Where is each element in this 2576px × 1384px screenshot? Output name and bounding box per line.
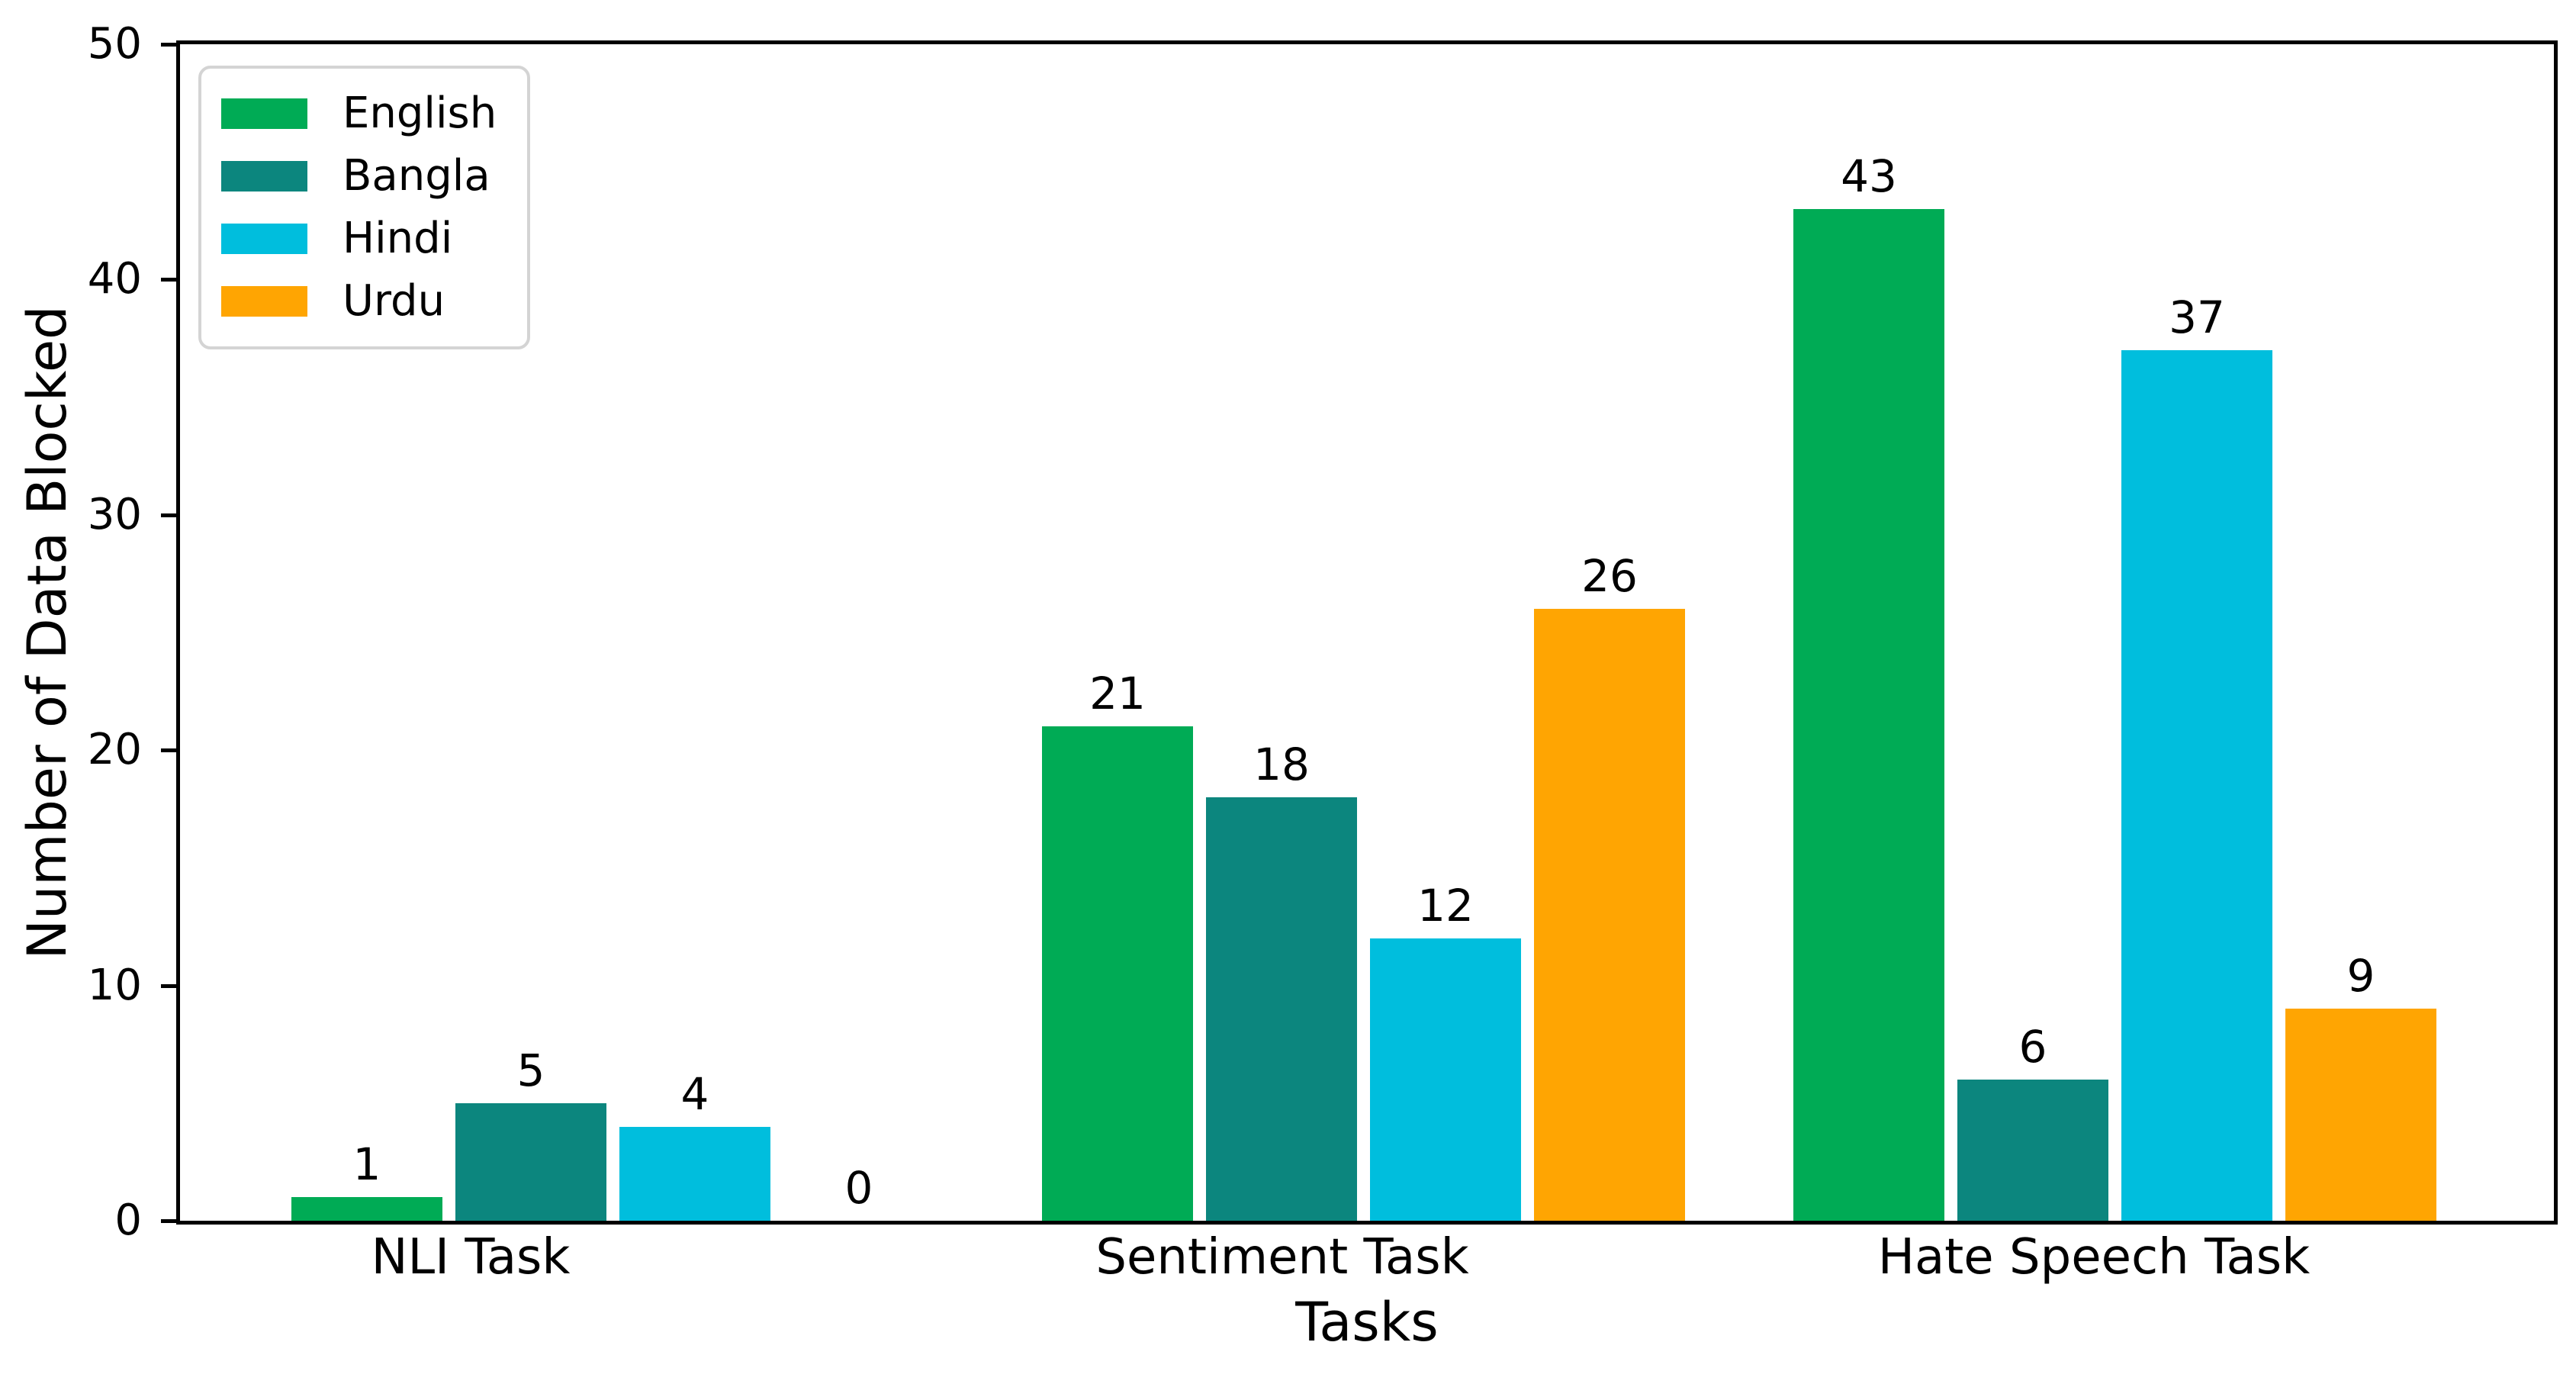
bar-hindi-1 — [619, 1127, 770, 1221]
y-tick-mark — [161, 1219, 176, 1223]
bar-value-label: 9 — [2346, 950, 2375, 1002]
bar-english-2 — [1042, 726, 1193, 1221]
bar-value-label: 43 — [1841, 150, 1897, 202]
x-tick-label: Hate Speech Task — [1877, 1229, 2311, 1286]
y-tick-label: 10 — [87, 961, 142, 1010]
legend-swatch-icon — [221, 224, 307, 254]
y-tick-label: 50 — [87, 19, 142, 69]
y-axis-title: Number of Data Blocked — [16, 305, 79, 960]
legend-label: Bangla — [343, 151, 490, 201]
bar-value-label: 37 — [2169, 291, 2225, 343]
legend-label: English — [343, 89, 497, 138]
legend-row-bangla: Bangla — [221, 145, 497, 208]
bar-urdu-3 — [2285, 1009, 2436, 1221]
bar-bangla-1 — [455, 1103, 606, 1221]
legend-swatch-icon — [221, 98, 307, 129]
bar-value-label: 1 — [352, 1138, 381, 1190]
bar-value-label: 5 — [516, 1044, 545, 1096]
legend-row-english: English — [221, 82, 497, 145]
y-tick-mark — [161, 984, 176, 988]
legend-row-urdu: Urdu — [221, 270, 497, 333]
bar-value-label: 26 — [1581, 550, 1638, 602]
bar-value-label: 21 — [1089, 668, 1146, 719]
bar-value-label: 18 — [1253, 739, 1310, 790]
x-tick-label: Sentiment Task — [1095, 1229, 1469, 1286]
bar-value-label: 12 — [1417, 880, 1474, 932]
y-tick-mark — [161, 43, 176, 47]
bar-english-3 — [1793, 209, 1944, 1221]
y-tick-label: 30 — [87, 490, 142, 539]
bar-value-label: 6 — [2018, 1021, 2047, 1073]
bar-bangla-2 — [1206, 797, 1357, 1221]
bar-value-label: 0 — [844, 1162, 873, 1214]
y-tick-mark — [161, 513, 176, 517]
bar-hindi-2 — [1370, 938, 1521, 1221]
plot-area: 1 5 4 0 21 18 12 26 43 6 37 9 0 10 20 30 40 50 NLI Task S… — [88, 23, 2558, 1282]
legend-swatch-icon — [221, 161, 307, 192]
x-axis-title: Tasks — [1295, 1291, 1439, 1353]
y-tick-label: 40 — [87, 254, 142, 304]
y-tick-mark — [161, 748, 176, 752]
y-tick-mark — [161, 278, 176, 282]
legend-swatch-icon — [221, 286, 307, 317]
y-tick-label: 20 — [87, 725, 142, 774]
bar-english-1 — [291, 1197, 442, 1221]
legend-label: Urdu — [343, 276, 445, 326]
bar-value-label: 4 — [680, 1068, 709, 1120]
bar-bangla-3 — [1957, 1080, 2108, 1221]
legend-label: Hindi — [343, 214, 453, 263]
bar-urdu-2 — [1534, 609, 1685, 1221]
bar-hindi-3 — [2121, 350, 2272, 1221]
y-tick-label: 0 — [114, 1196, 142, 1245]
x-tick-label: NLI Task — [371, 1229, 571, 1286]
legend-row-hindi: Hindi — [221, 208, 497, 270]
legend: English Bangla Hindi Urdu — [198, 66, 531, 349]
